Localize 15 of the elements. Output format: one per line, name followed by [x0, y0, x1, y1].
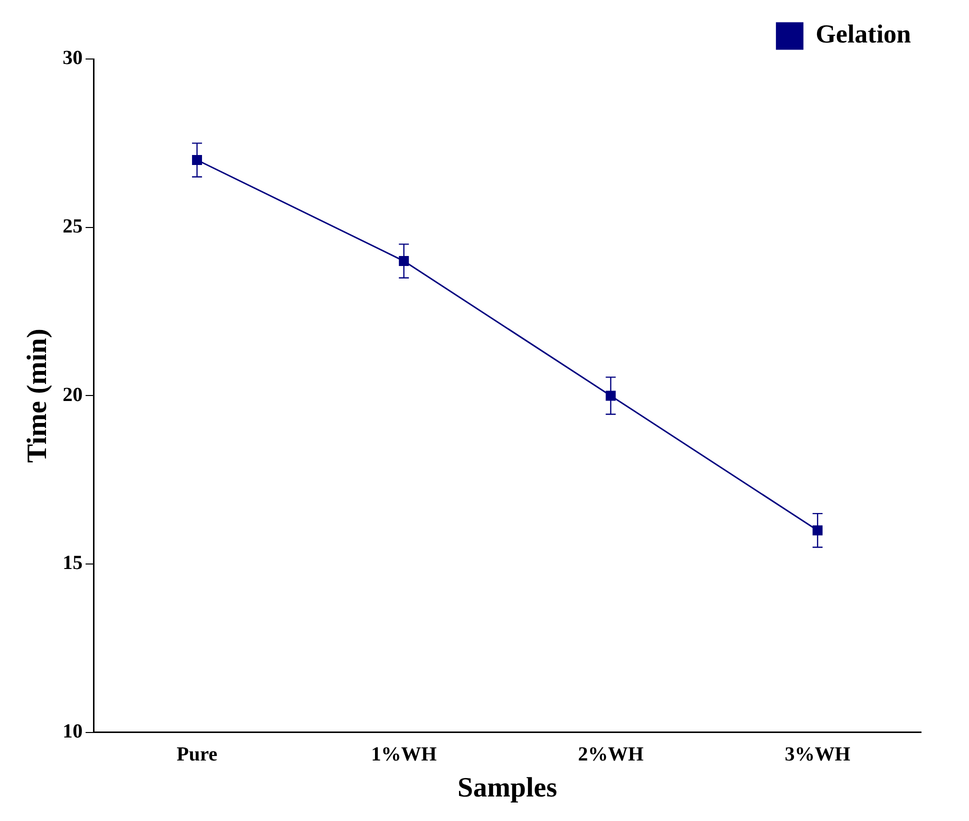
y-tick-label: 10 — [62, 720, 83, 743]
point — [812, 525, 823, 536]
point — [192, 155, 202, 166]
y-tick-label: 15 — [62, 552, 83, 574]
y-tick-label: 30 — [62, 47, 83, 70]
x-axis-title: Samples — [458, 772, 558, 804]
legend-label: Gelation — [816, 20, 912, 49]
x-tick-label: 3%WH — [784, 744, 851, 766]
y-axis-title: Time (min) — [22, 328, 54, 463]
point — [398, 256, 409, 266]
x-tick-label: 2%WH — [578, 744, 644, 766]
y-tick-label: 20 — [62, 384, 83, 406]
x-tick-label: Pure — [176, 744, 218, 766]
x-tick-label: 1%WH — [371, 744, 438, 766]
y-tick-label: 25 — [62, 216, 83, 238]
